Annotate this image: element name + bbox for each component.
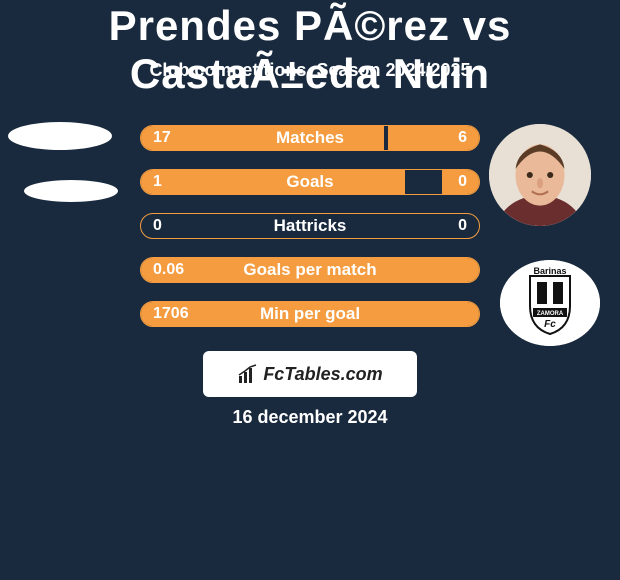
stat-row-goals-per-match: 0.06 Goals per match: [140, 257, 480, 283]
stat-name: Goals: [141, 170, 479, 194]
team-right-badge: Barinas ZAMORA Fc: [500, 260, 600, 346]
svg-text:Fc: Fc: [544, 319, 556, 330]
stats-bars: 17 Matches 6 1 Goals 0 0 Hattricks 0 0.0…: [140, 125, 480, 345]
stat-name: Hattricks: [141, 214, 479, 238]
stat-value-right: 0: [458, 170, 467, 194]
page-title: Prendes PÃ©rez vs CastaÃ±eda Nuin: [0, 2, 620, 98]
brand-plate: FcTables.com: [203, 351, 417, 397]
brand-text: FcTables.com: [263, 364, 382, 384]
stat-row-min-per-goal: 1706 Min per goal: [140, 301, 480, 327]
stat-value-right: 0: [458, 214, 467, 238]
stat-row-matches: 17 Matches 6: [140, 125, 480, 151]
stat-row-hattricks: 0 Hattricks 0: [140, 213, 480, 239]
player-right-avatar: [489, 124, 591, 226]
team-left-badge: [24, 180, 118, 202]
stat-name: Goals per match: [141, 258, 479, 282]
stat-name: Matches: [141, 126, 479, 150]
stat-name: Min per goal: [141, 302, 479, 326]
svg-text:Barinas: Barinas: [533, 266, 566, 276]
stat-value-right: 6: [458, 126, 467, 150]
svg-text:ZAMORA: ZAMORA: [537, 311, 564, 317]
stat-row-goals: 1 Goals 0: [140, 169, 480, 195]
page-subtitle: Club competitions, Season 2024/2025: [0, 60, 620, 81]
date-text: 16 december 2024: [0, 407, 620, 428]
comparison-card: Prendes PÃ©rez vs CastaÃ±eda Nuin Club c…: [0, 0, 620, 580]
team-badge-icon: Barinas ZAMORA Fc: [500, 260, 600, 346]
player-left-avatar: [8, 122, 112, 150]
bar-chart-icon: [237, 364, 259, 386]
face-icon: [489, 124, 591, 226]
